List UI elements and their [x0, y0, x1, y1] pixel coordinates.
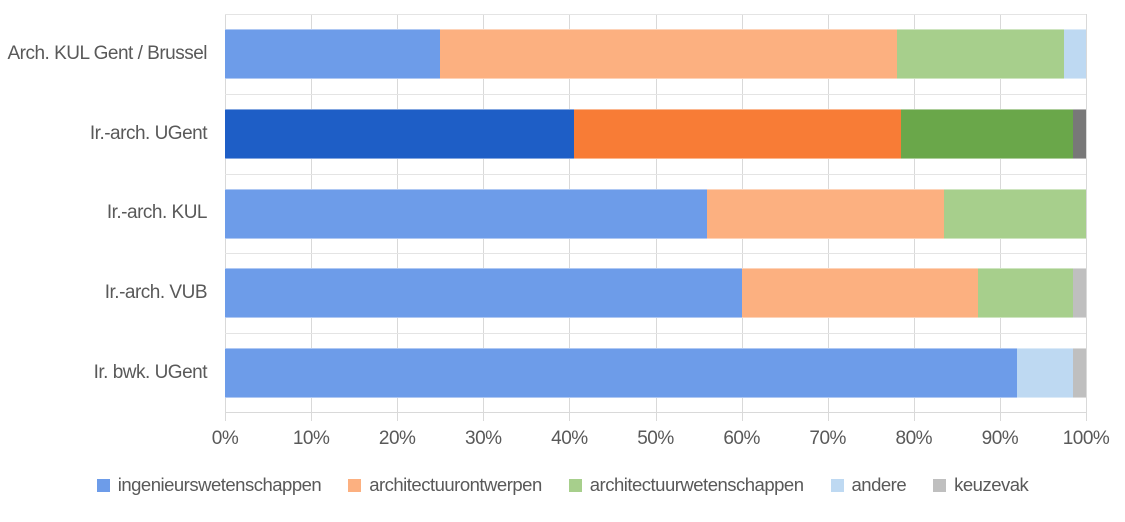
bar-segment-architectuurwetenschappen: [943, 188, 1086, 239]
x-axis-tick-label: 60%: [723, 428, 760, 449]
legend-label: architectuurwetenschappen: [589, 474, 804, 495]
legend-item-ingenieurswetenschappen: ingenieurswetenschappen: [96, 474, 322, 496]
legend-swatch-architectuurontwerpen: [348, 478, 362, 492]
y-axis-labels: Arch. KUL Gent / Brussel Ir.-arch. UGent I…: [0, 14, 207, 413]
axis-tick: [999, 413, 1001, 421]
bar-segment-architectuurwetenschappen: [978, 268, 1074, 319]
legend-swatch-architectuurwetenschappen: [568, 478, 582, 492]
bar-segment-architectuurontwerpen: [573, 108, 901, 159]
axis-tick: [483, 413, 485, 421]
category-label-ir-arch-vub: Ir.-arch. VUB: [104, 282, 208, 304]
legend-swatch-keuzevak: [933, 478, 947, 492]
bar-segment-andere: [1017, 348, 1074, 399]
x-axis-tick-label: 80%: [895, 428, 933, 449]
bar-segment-architectuurontwerpen: [741, 268, 979, 319]
axis-tick: [913, 413, 915, 421]
legend-item-architectuurontwerpen: architectuurontwerpen: [348, 474, 542, 496]
x-axis-tick-label: 90%: [981, 428, 1019, 449]
x-axis-tick-label: 10%: [292, 428, 330, 449]
category-label-ir-bwk-ugent: Ir. bwk. UGent: [93, 362, 208, 384]
bar-segment-andere: [1064, 28, 1086, 79]
bar-segment-architectuurontwerpen: [440, 28, 897, 79]
bar-segment-ingenieurswetenschappen: [225, 188, 708, 239]
bar-segment-architectuurwetenschappen: [900, 108, 1074, 159]
axis-tick: [1086, 413, 1087, 421]
x-axis-line: [225, 412, 1086, 413]
bar-row-ir-arch-vub: [225, 268, 1086, 319]
axis-tick: [397, 413, 399, 421]
plot-area: [225, 14, 1087, 421]
x-axis-tick-label: 20%: [378, 428, 416, 449]
category-label-ir-arch-ugent: Ir.-arch. UGent: [89, 122, 208, 144]
axis-tick: [741, 413, 743, 421]
bar-segment-ingenieurswetenschappen: [225, 348, 1018, 399]
legend-item-keuzevak: keuzevak: [933, 474, 1029, 496]
gridline-horizontal: [225, 173, 1086, 175]
bar-segment-architectuurontwerpen: [707, 188, 944, 239]
x-axis-tick-label: 50%: [637, 428, 674, 449]
legend-label: architectuurontwerpen: [369, 474, 542, 495]
gridline-vertical: [1086, 14, 1087, 413]
legend-label: ingenieurswetenschappen: [117, 474, 322, 495]
legend-item-architectuurwetenschappen: architectuurwetenschappen: [568, 474, 804, 496]
bar-segment-architectuurwetenschappen: [896, 28, 1065, 79]
gridline-horizontal: [225, 14, 1086, 15]
bar-segment-keuzevak: [1073, 268, 1086, 319]
x-axis-tick-label: 40%: [551, 428, 588, 449]
axis-tick: [827, 413, 829, 421]
x-axis-tick-label: 0%: [211, 428, 239, 449]
gridline-horizontal: [225, 253, 1086, 255]
legend-swatch-ingenieurswetenschappen: [96, 478, 110, 492]
legend: ingenieurswetenschappen architectuurontwe…: [0, 474, 1125, 496]
x-axis-tick-label: 30%: [465, 428, 502, 449]
legend-label: andere: [851, 474, 907, 495]
bar-row-arch-kul-gent-brussel: [225, 28, 1086, 79]
bar-segment-ingenieurswetenschappen: [225, 268, 742, 319]
legend-label: keuzevak: [954, 474, 1029, 495]
category-label-arch-kul-gent-brussel: Arch. KUL Gent / Brussel: [7, 42, 207, 64]
bar-segment-keuzevak: [1073, 348, 1086, 399]
axis-tick: [225, 413, 226, 421]
axis-tick: [655, 413, 657, 421]
bar-segment-keuzevak: [1073, 108, 1086, 159]
x-axis-tick-label: 70%: [809, 428, 846, 449]
bar-segment-ingenieurswetenschappen: [225, 108, 574, 159]
bar-segment-ingenieurswetenschappen: [225, 28, 441, 79]
bar-row-ir-arch-kul: [225, 188, 1086, 239]
category-label-ir-arch-kul: Ir.-arch. KUL: [106, 202, 208, 224]
legend-swatch-andere: [830, 478, 844, 492]
gridline-horizontal: [225, 333, 1086, 335]
x-axis-tick-label: 100%: [1062, 428, 1110, 449]
axis-tick: [569, 413, 571, 421]
bar-row-ir-arch-ugent: [225, 108, 1086, 159]
bar-row-ir-bwk-ugent: [225, 348, 1086, 399]
axis-tick: [311, 413, 313, 421]
gridline-horizontal: [225, 93, 1086, 95]
legend-item-andere: andere: [830, 474, 907, 496]
